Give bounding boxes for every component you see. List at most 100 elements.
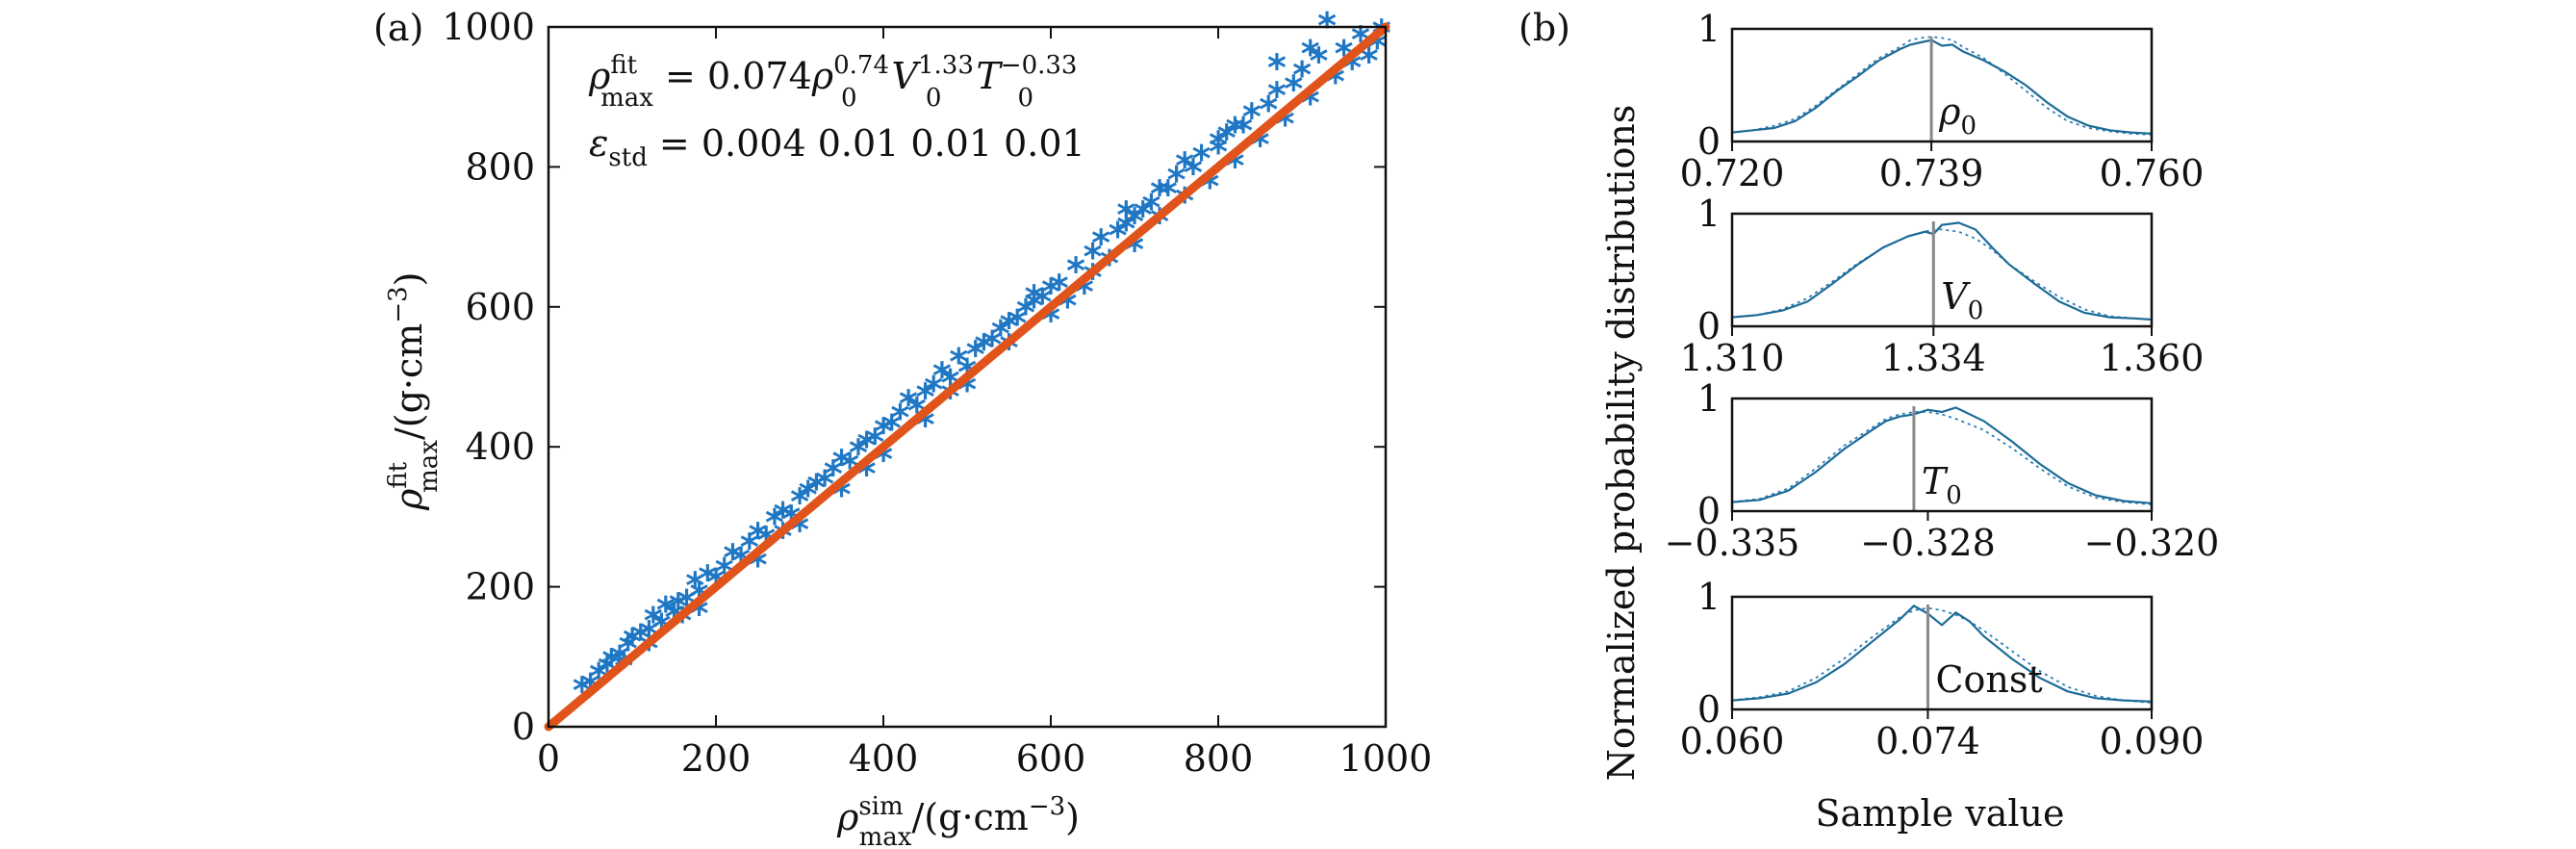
- pdf-x-tick-label: −0.335: [1665, 522, 1800, 564]
- ylabel-exp: −3: [384, 286, 413, 322]
- pdf-param-subscript: 0: [1968, 296, 1984, 325]
- pdf-x-tick-label: 0.074: [1875, 720, 1980, 762]
- pdf-y-tick-label: 0: [1697, 688, 1721, 731]
- panel-label-a: (a): [373, 7, 423, 49]
- scatter-point: *: [899, 383, 918, 425]
- panel-b: (b) Normalized probability distributions…: [1518, 7, 2219, 835]
- scatter-point: *: [949, 341, 968, 383]
- pdf-posterior-curve: [1731, 406, 2153, 504]
- pdf-y-tick-label: 0: [1697, 120, 1721, 163]
- scatter-frame: [547, 25, 1388, 729]
- pdf-x-tick-label: 0.060: [1680, 720, 1785, 762]
- ylabel-rho: ρ: [388, 488, 430, 511]
- fit-line: [544, 22, 1390, 732]
- pdf-x-tick-label: −0.320: [2084, 522, 2220, 564]
- formula-rho0-sub: 0: [841, 84, 857, 113]
- scatter-ticks: 0 200 400 600 800 1000 0 200 400 600 800 1000: [442, 6, 1432, 780]
- y-tick-label: 0: [512, 706, 535, 748]
- pdf-y-tick-label: 1: [1697, 193, 1721, 235]
- xlabel-rest: /(g·cm: [911, 796, 1028, 838]
- pdf-param-symbol: Const: [1935, 658, 2042, 701]
- scatter-point: *: [1267, 75, 1287, 117]
- pdf-frame: [1730, 595, 2154, 711]
- scatter-point: *: [1267, 47, 1287, 90]
- pdf-x-tick-label: 0.720: [1680, 152, 1785, 194]
- pdf-prior-curve: [1731, 606, 2153, 704]
- pdf-y-tick-label: 0: [1697, 305, 1721, 347]
- pdf-x-tick-label: 1.360: [2100, 337, 2205, 379]
- pdf-posterior-curve: [1731, 221, 2153, 322]
- xlabel-close: ): [1065, 796, 1080, 838]
- ylabel-rest: /(g·cm: [388, 323, 430, 440]
- formula-v-sup: 1.33: [918, 51, 974, 80]
- pdf-param-symbol: ρ: [1938, 90, 1961, 133]
- xlabel-exp: −3: [1029, 792, 1065, 821]
- pdf-param-symbol: T: [1922, 460, 1949, 502]
- x-tick-label: 200: [681, 737, 752, 780]
- formula-v: V: [892, 55, 922, 97]
- scatter-point: *: [1225, 110, 1244, 152]
- scatter-point: *: [1116, 193, 1135, 236]
- pdf-y-tick-label: 1: [1697, 8, 1721, 50]
- y-tick-label: 600: [465, 286, 535, 328]
- scatter-point: *: [1209, 124, 1228, 167]
- pdf-y-tick-label: 0: [1697, 490, 1721, 532]
- std-eps: ε: [589, 122, 608, 165]
- formula-lhs-rho: ρ: [588, 55, 611, 97]
- scatter-point: *: [1167, 159, 1186, 201]
- ylabel-sub: max: [415, 440, 444, 493]
- fit-std: εstd = 0.004 0.01 0.01 0.01: [589, 122, 1085, 172]
- y-tick-label: 800: [465, 145, 535, 188]
- scatter-y-axis-title: ρfitmax/(g·cm−3): [384, 272, 444, 511]
- xlabel-sub: max: [859, 823, 912, 849]
- pdf-param-subscript: 0: [1960, 112, 1977, 141]
- pdf-param-subscript: 0: [1946, 481, 1962, 510]
- panel-a: (a) ************************************…: [373, 5, 1432, 849]
- std-values: = 0.004 0.01 0.01 0.01: [648, 122, 1085, 165]
- pdf-y-tick-label: 1: [1697, 576, 1721, 618]
- pdf-y-tick-label: 1: [1697, 377, 1721, 420]
- x-tick-label: 1000: [1339, 737, 1433, 780]
- scatter-point: *: [1309, 39, 1328, 82]
- std-eps-sub: std: [608, 143, 647, 172]
- pdf-x-tick-label: 0.090: [2100, 720, 2205, 762]
- formula-lhs-sub: max: [600, 84, 653, 113]
- pdf-x-tick-label: 0.739: [1879, 152, 1984, 194]
- formula-t-sup: −0.33: [1001, 51, 1078, 80]
- scatter-point: *: [1192, 138, 1211, 180]
- formula-v-sub: 0: [926, 84, 942, 113]
- pdf-x-tick-label: 1.310: [1680, 337, 1785, 379]
- pdf-param-symbol: V: [1941, 275, 1971, 318]
- scatter-plot-area: ****************************************…: [544, 5, 1391, 732]
- pdf-prior-curve: [1731, 36, 2153, 136]
- y-tick-label: 200: [465, 566, 535, 608]
- formula-rho0-sup: 0.74: [833, 51, 889, 80]
- scatter-point: *: [1217, 116, 1237, 159]
- pdf-param-label: T0: [1922, 460, 1962, 510]
- scatter-point: *: [1301, 33, 1320, 75]
- pdf-x-tick-label: 1.334: [1881, 337, 1986, 379]
- pdf-frame: [1730, 27, 2154, 143]
- formula-t-sub: 0: [1017, 84, 1033, 113]
- xlabel-rho: ρ: [836, 796, 859, 838]
- formula-lhs-sup: fit: [610, 51, 637, 80]
- x-tick-label: 800: [1184, 737, 1254, 780]
- y-tick-label: 1000: [442, 6, 535, 48]
- scatter-point: *: [1150, 172, 1169, 215]
- fit-formula: ρfit max = 0.074ρ0.74 0V1.33 0T−0.33 0: [588, 51, 1077, 113]
- scatter-point: *: [1025, 278, 1044, 321]
- x-tick-label: 600: [1016, 737, 1086, 780]
- scatter-point: *: [1292, 54, 1312, 96]
- ylabel-close: ): [388, 272, 430, 287]
- scatter-point: *: [932, 355, 952, 398]
- formula-t: T: [976, 55, 1003, 97]
- y-tick-label: 400: [465, 425, 535, 468]
- ylabel-sup: fit: [384, 461, 413, 488]
- formula-eq: = 0.074: [653, 55, 812, 97]
- pdf-x-axis-title: Sample value: [1815, 792, 2064, 835]
- formula-rho0: ρ: [811, 55, 834, 97]
- scatter-point: *: [1175, 144, 1194, 187]
